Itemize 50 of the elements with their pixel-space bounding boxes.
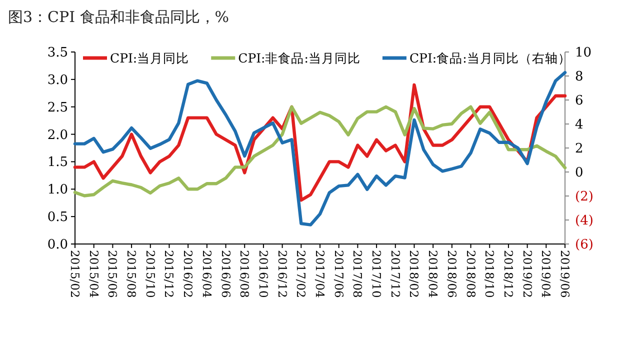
y2-tick-label: 8 — [575, 70, 584, 84]
x-tick-label: 2018/06 — [444, 250, 459, 298]
chart-title: 图3：CPI 食品和非食品同比，% — [8, 8, 230, 26]
y2-tick-label: 4 — [575, 118, 584, 132]
x-tick-label: 2019/04 — [539, 250, 554, 298]
legend-label: CPI:非食品:当月同比 — [238, 50, 360, 66]
x-tick-label: 2016/08 — [238, 250, 252, 298]
y-tick-label: 2.5 — [47, 100, 68, 116]
x-tick-label: 2018/04 — [426, 250, 440, 298]
legend-label: CPI:当月同比 — [110, 50, 190, 66]
x-tick-label: 2016/04 — [200, 250, 214, 298]
line-series — [73, 70, 567, 226]
y2-tick-label: (4) — [575, 214, 594, 228]
y2-tick-label: 0 — [575, 166, 584, 180]
x-tick-label: 2017/10 — [370, 250, 384, 298]
x-tick-label: 2015/04 — [86, 250, 101, 298]
y-tick-label: 3.5 — [47, 46, 68, 60]
x-tick-label: 2019/06 — [558, 250, 572, 298]
x-tick-label: 2015/08 — [124, 250, 139, 298]
x-tick-label: 2017/02 — [294, 250, 308, 298]
x-tick-label: 2016/12 — [275, 250, 290, 298]
x-tick-label: 2016/02 — [181, 250, 196, 298]
x-tick-label: 2016/06 — [218, 250, 233, 298]
y-tick-label: 0.5 — [47, 210, 68, 226]
x-tick-label: 2018/10 — [482, 250, 497, 298]
x-tick-label: 2016/10 — [256, 250, 270, 298]
x-tick-label: 2017/08 — [350, 250, 365, 298]
y2-tick-label: 10 — [575, 46, 592, 60]
y-tick-label: 3.0 — [47, 72, 68, 88]
x-tick-label: 2018/08 — [464, 250, 478, 298]
x-tick-label: 2018/02 — [407, 250, 422, 298]
y2-tick-label: 2 — [575, 142, 584, 156]
y-tick-label: 2.0 — [47, 128, 68, 143]
y2-tick-label: (2) — [575, 190, 594, 204]
x-tick-label: 2017/04 — [313, 250, 327, 298]
y-tick-label: 1.5 — [47, 155, 68, 170]
x-tick-label: 2018/12 — [501, 250, 516, 298]
y2-tick-label: 6 — [575, 94, 584, 108]
y2-tick-label: (6) — [575, 238, 594, 252]
x-tick-label: 2015/02 — [68, 250, 82, 298]
x-tick-label: 2015/12 — [162, 250, 176, 298]
x-tick-label: 2015/06 — [106, 250, 120, 298]
y-tick-label: 1.0 — [47, 182, 68, 198]
legend-label: CPI:食品:当月同比（右轴） — [409, 50, 571, 66]
x-tick-label: 2017/06 — [332, 250, 346, 298]
x-tick-label: 2017/12 — [388, 250, 402, 298]
x-tick-label: 2015/10 — [143, 250, 158, 298]
line-series — [73, 105, 567, 198]
x-tick-label: 2019/02 — [520, 250, 534, 298]
y-tick-label: 0.0 — [47, 238, 68, 252]
